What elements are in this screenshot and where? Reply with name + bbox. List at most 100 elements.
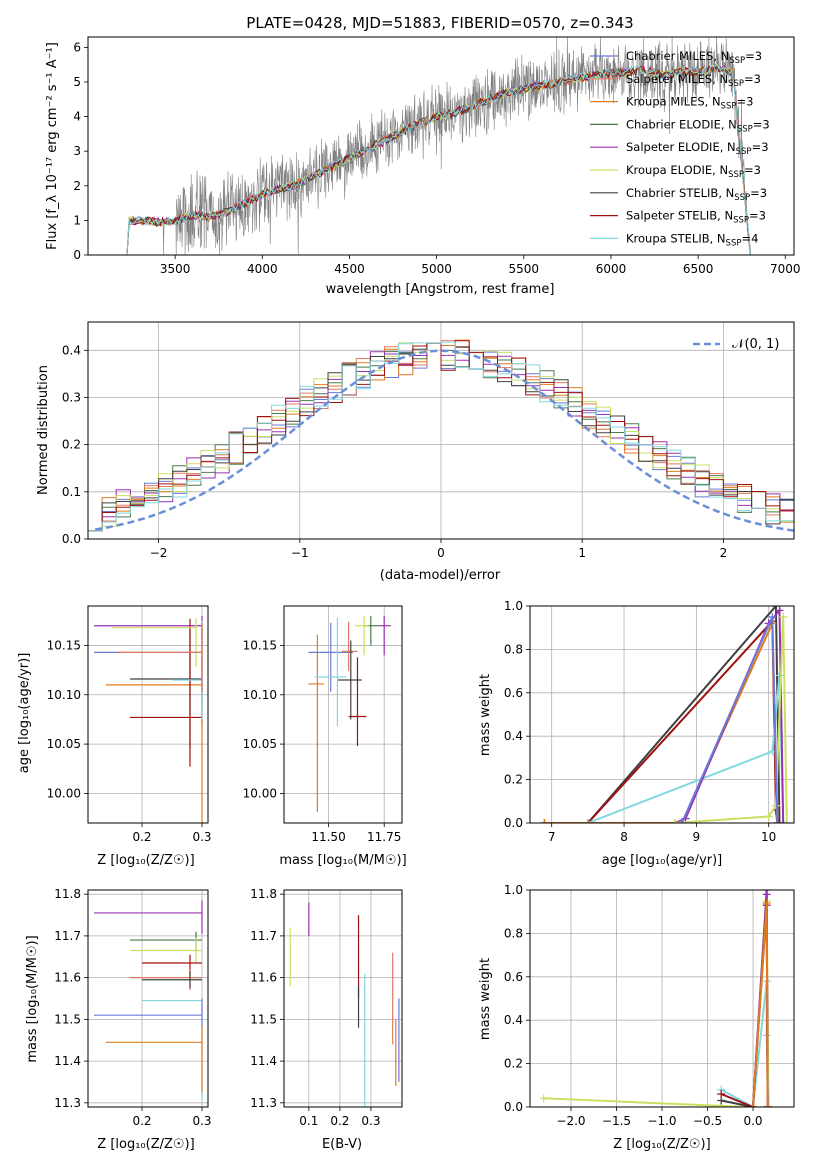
legend-entry-7: Salpeter STELIB, NSSP=3 (626, 209, 766, 226)
age-vs-mass-axes: 11.50 11.75 10.00 10.05 10.10 10.15 (243, 605, 403, 844)
data-spectrum-line (129, 36, 748, 256)
weight-marker (762, 890, 771, 899)
y-tick-label: 2 (73, 179, 81, 193)
x-tick-label: −2 (150, 546, 168, 560)
x-tick-label: 8 (620, 830, 628, 844)
x-tick-label: 9 (693, 830, 701, 844)
legend-entry-6: Chabrier STELIB, NSSP=3 (626, 186, 767, 203)
x-tick-label: 7 (548, 830, 556, 844)
x-tick-label: −1.5 (602, 1114, 631, 1128)
weight-line-1 (720, 980, 770, 1107)
legend-subscript: SSP (728, 79, 744, 89)
age-vs-Z-axes: 0.2 0.3 10.00 10.05 10.10 10.15 (47, 605, 212, 844)
y-tick-label: 0.4 (504, 729, 523, 743)
y-tick-label: 10.10 (243, 688, 277, 702)
weight-marker (775, 606, 784, 615)
x-tick-label: −1 (291, 546, 309, 560)
legend-subscript: SSP (721, 102, 737, 112)
x-tick-label: 11.75 (367, 830, 401, 844)
y-tick-label: 10.15 (47, 638, 81, 652)
x-tick-label: 11.50 (311, 830, 345, 844)
weight-marker (677, 819, 686, 823)
legend-subscript: SSP (737, 124, 753, 134)
y-tick-label: 10.00 (47, 786, 81, 800)
gaussian-legend-label: 𝒩(0, 1) (732, 337, 779, 352)
weight-marker (782, 819, 791, 823)
x-tick-label: −2.0 (556, 1114, 585, 1128)
y-tick-label: 10.05 (47, 737, 81, 751)
residuals-panel: −2 −1 0 1 2 0.0 0.1 0.2 0.3 0.4 (data-model)/erro… (36, 321, 795, 583)
y-tick-label: 0.4 (62, 343, 81, 357)
mass-vs-EBV-marks (289, 902, 400, 1107)
y-tick-label: 0.4 (504, 1013, 523, 1027)
y-tick-label: 0.6 (504, 970, 523, 984)
x-tick-label: 7000 (770, 262, 801, 276)
x-tick-label: 0 (437, 546, 445, 560)
age-vs-mass-frame (283, 605, 403, 824)
x-tick-label: 4500 (334, 262, 365, 276)
model-line-0 (122, 63, 751, 256)
residuals-plot-area (88, 339, 795, 532)
spectrum-plot-area (122, 36, 751, 256)
legend-suffix: =3 (749, 209, 766, 223)
massweight-vs-age-panel: age [log₁₀(age/yr)] mass weight (478, 674, 722, 868)
mass-vs-EBV-frame (283, 889, 403, 1108)
spectrum-xlabel: wavelength [Angstrom, rest frame] (326, 282, 555, 297)
massweight-vs-age-frame (529, 605, 795, 824)
chart-title: PLATE=0428, MJD=51883, FIBERID=0570, z=0… (246, 14, 633, 32)
y-tick-label: 11.4 (54, 1054, 81, 1068)
gaussian-curve (94, 349, 795, 532)
age-vs-Z-panel: Z [log₁₀(Z/Z☉)] age [log₁₀(age/yr)] (17, 653, 195, 868)
legend-entry-1: Salpeter MILES, NSSP=3 (626, 72, 761, 89)
massweight-vs-Z-marks (539, 890, 773, 1107)
age-vs-mass-xlabel: mass [log₁₀(M/M☉)] (279, 853, 406, 868)
y-tick-label: 10.05 (243, 737, 277, 751)
x-tick-label: 0.3 (192, 1114, 211, 1128)
x-tick-label: 10 (761, 830, 776, 844)
mass-vs-Z-ylabel: mass [log₁₀(M/M☉)] (25, 935, 40, 1062)
legend-subscript: SSP (734, 193, 750, 203)
weight-line-0 (544, 606, 781, 823)
weight-marker (768, 612, 777, 621)
y-tick-label: 11.3 (250, 1096, 277, 1110)
weight-marker (775, 819, 784, 823)
age-vs-mass-marks (308, 615, 391, 813)
x-tick-label: 5000 (421, 262, 452, 276)
weight-marker (540, 819, 549, 823)
model-line-3 (122, 63, 751, 256)
mass-vs-EBV-axes: 0.1 0.2 0.3 11.3 11.4 11.5 11.6 11.7 11.8 (250, 887, 403, 1128)
x-tick-label: 0.0 (743, 1114, 762, 1128)
weight-marker (763, 1103, 772, 1107)
mass-vs-Z-frame (87, 889, 209, 1108)
weight-marker (749, 1103, 758, 1107)
y-tick-label: 11.6 (54, 971, 81, 985)
legend-subscript: SSP (728, 170, 744, 180)
weight-marker (670, 819, 679, 823)
y-tick-label: 4 (73, 110, 81, 124)
y-tick-label: 11.3 (54, 1096, 81, 1110)
weight-line-0 (543, 900, 770, 1107)
weight-line-1 (544, 618, 779, 823)
y-tick-label: 6 (73, 40, 81, 54)
massweight-vs-Z-panel: Z [log₁₀(Z/Z☉)] mass weight (478, 958, 711, 1152)
age-vs-Z-ylabel: age [log₁₀(age/yr)] (17, 653, 32, 774)
weight-line-5 (674, 616, 788, 823)
legend-subscript: SSP (726, 238, 742, 248)
y-tick-label: 10.00 (243, 786, 277, 800)
legend-subscript: SSP (729, 56, 745, 66)
massweight-vs-age-ylabel: mass weight (478, 674, 493, 756)
y-tick-label: 0.2 (504, 1057, 523, 1071)
y-tick-label: 0 (73, 248, 81, 262)
x-tick-label: 1 (578, 546, 586, 560)
y-tick-label: 5 (73, 75, 81, 89)
x-tick-label: 4000 (247, 262, 278, 276)
x-tick-label: −0.5 (693, 1114, 722, 1128)
massweight-vs-Z-axes: −2.0 −1.5 −1.0 −0.5 0.0 0.0 0.2 0.4 0.6 0.8 1.0 (504, 883, 795, 1128)
legend-subscript: SSP (733, 216, 749, 226)
x-tick-label: 0.3 (192, 830, 211, 844)
spectrum-ticks: 3500 4000 4500 5000 5500 6000 6500 7000 0 1 2 3 4 5 6 (73, 40, 800, 276)
x-tick-label: 0.2 (132, 830, 151, 844)
x-tick-label: 6500 (683, 262, 714, 276)
massweight-vs-Z-xlabel: Z [log₁₀(Z/Z☉)] (613, 1137, 710, 1152)
